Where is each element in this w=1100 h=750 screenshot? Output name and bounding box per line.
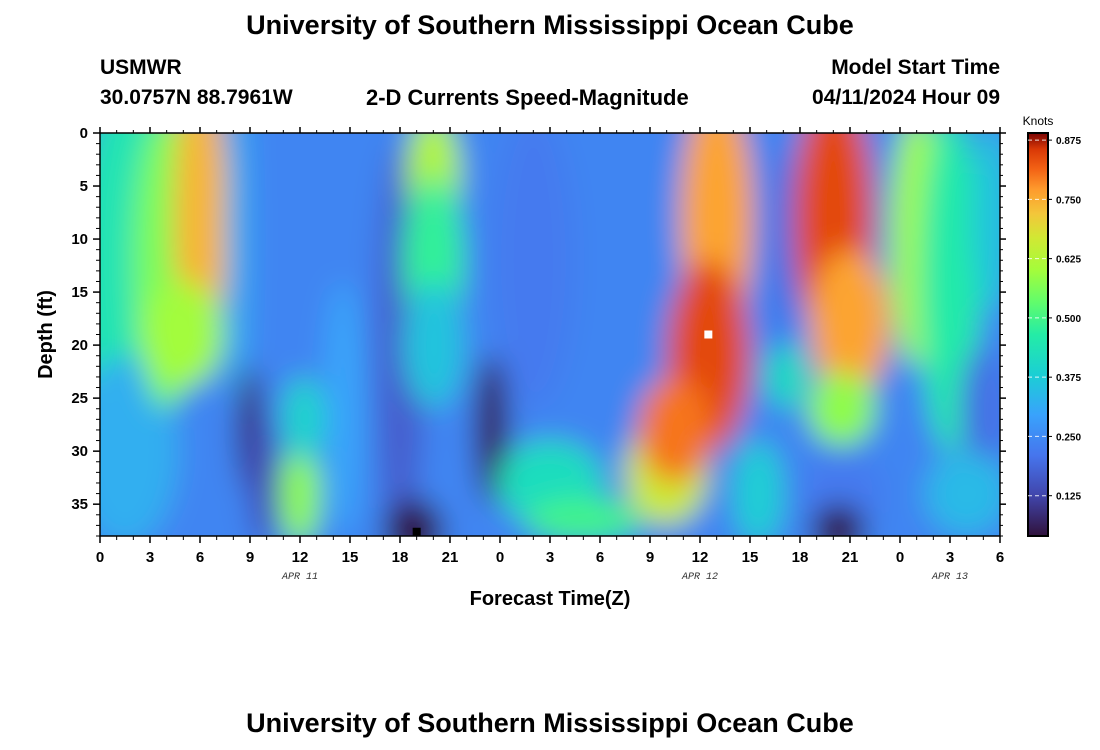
- heatmap-field: [100, 133, 1000, 536]
- x-tick-label: 15: [742, 549, 759, 566]
- x-tick-label: 6: [996, 549, 1004, 566]
- chart-subtitle: 2-D Currents Speed-Magnitude: [366, 85, 689, 110]
- y-axis-title: Depth (ft): [35, 290, 57, 379]
- x-tick-label: 6: [596, 549, 604, 566]
- y-tick-label: 25: [71, 390, 88, 407]
- x-tick-label: 18: [792, 549, 809, 566]
- x-tick-label: 15: [342, 549, 359, 566]
- x-tick-label: 3: [146, 549, 154, 566]
- colorbar-tick-label: 0.500: [1056, 314, 1081, 325]
- y-tick-label: 30: [71, 443, 88, 460]
- marker-point-1: [412, 527, 421, 536]
- page-title: University of Southern Mississippi Ocean…: [246, 10, 854, 40]
- colorbar: 0.875 0.750 0.625 0.500 0.375 0.250 0.125 Knots: [1023, 114, 1081, 537]
- x-tick-label: 0: [896, 549, 904, 566]
- x-tick-label: 12: [692, 549, 709, 566]
- x-tick-label: 3: [546, 549, 554, 566]
- footer-title: University of Southern Mississippi Ocean…: [246, 708, 854, 738]
- x-tick-label: 6: [196, 549, 204, 566]
- colorbar-tick-label: 0.250: [1056, 432, 1081, 443]
- y-tick-label: 20: [71, 337, 88, 354]
- y-tick-label: 15: [71, 284, 88, 301]
- y-tick-label: 0: [80, 125, 88, 142]
- colorbar-unit-label: Knots: [1023, 114, 1054, 128]
- y-tick-label: 10: [71, 231, 88, 248]
- x-tick-label: 0: [96, 549, 104, 566]
- x-tick-label: 21: [442, 549, 459, 566]
- colorbar-tick-label: 0.875: [1056, 136, 1081, 147]
- x-tick-label: 9: [646, 549, 654, 566]
- marker-point-0: [704, 330, 713, 339]
- date-label: APR 11: [281, 572, 318, 583]
- model-start-value: 04/11/2024 Hour 09: [812, 86, 1000, 109]
- y-tick-label: 35: [71, 496, 88, 513]
- x-tick-label: 21: [842, 549, 859, 566]
- colorbar-tick-label: 0.750: [1056, 195, 1081, 206]
- colorbar-tick-label: 0.125: [1056, 492, 1081, 503]
- model-start-label: Model Start Time: [831, 56, 1000, 79]
- station-coordinates: 30.0757N 88.7961W: [100, 86, 293, 109]
- x-tick-label: 12: [292, 549, 309, 566]
- date-label: APR 13: [931, 572, 968, 583]
- station-id: USMWR: [100, 56, 182, 79]
- axes: 0 3 6 9 12 15 18 21 0 3 6 9 12 15 18 21 0 3 6 APR 11 APR 12 A…: [35, 125, 1006, 610]
- colorbar-scale: [1027, 132, 1049, 537]
- x-tick-label: 0: [496, 549, 504, 566]
- x-axis-title: Forecast Time(Z): [470, 588, 631, 610]
- x-tick-label: 9: [246, 549, 254, 566]
- x-tick-label: 18: [392, 549, 409, 566]
- date-label: APR 12: [681, 572, 718, 583]
- y-tick-label: 5: [80, 178, 88, 195]
- x-tick-label: 3: [946, 549, 954, 566]
- colorbar-tick-label: 0.375: [1056, 373, 1081, 384]
- colorbar-tick-label: 0.625: [1056, 255, 1081, 266]
